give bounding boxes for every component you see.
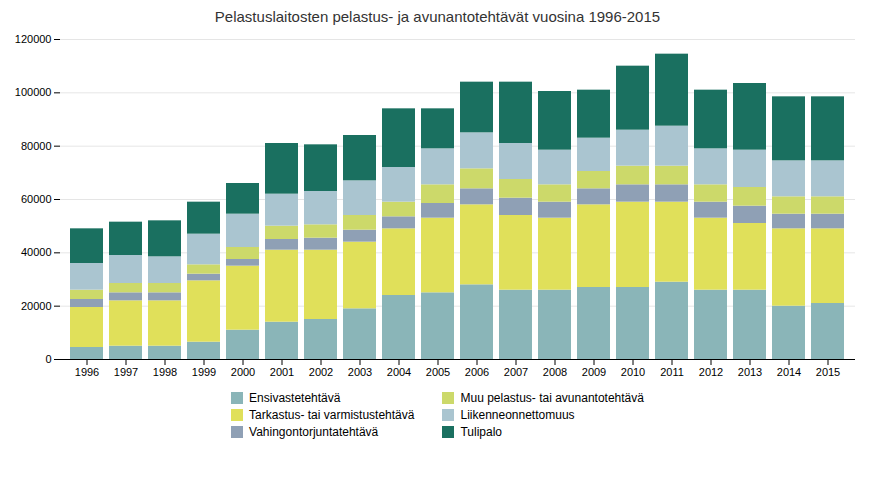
svg-text:120000: 120000 [15, 33, 52, 45]
svg-text:100000: 100000 [15, 86, 52, 98]
svg-text:2000: 2000 [231, 366, 255, 378]
svg-text:60000: 60000 [21, 193, 52, 205]
svg-text:2010: 2010 [621, 366, 645, 378]
svg-text:2003: 2003 [348, 366, 372, 378]
svg-text:2001: 2001 [270, 366, 294, 378]
svg-text:1996: 1996 [75, 366, 99, 378]
svg-text:2014: 2014 [777, 366, 801, 378]
svg-text:20000: 20000 [21, 300, 52, 312]
svg-text:0: 0 [45, 353, 51, 365]
svg-text:80000: 80000 [21, 140, 52, 152]
svg-text:2015: 2015 [816, 366, 840, 378]
html-text:Ensivastetehtävä: Ensivastetehtävä [249, 391, 341, 405]
html-text:Pelastuslaitosten pelastus- ja: Pelastuslaitosten pelastus- ja avunantot… [214, 8, 661, 25]
svg-text:40000: 40000 [21, 246, 52, 258]
svg-text:2002: 2002 [309, 366, 333, 378]
svg-text:2011: 2011 [660, 366, 684, 378]
html-text:Muu pelastus- tai avunantoteht: Muu pelastus- tai avunantotehtävä [460, 391, 644, 405]
svg-text:2007: 2007 [504, 366, 528, 378]
svg-text:2012: 2012 [699, 366, 723, 378]
html-text:Vahingontorjuntatehtävä: Vahingontorjuntatehtävä [249, 425, 379, 439]
svg-text:1999: 1999 [192, 366, 216, 378]
svg-text:2004: 2004 [387, 366, 411, 378]
svg-text:2005: 2005 [426, 366, 450, 378]
svg-text:1997: 1997 [114, 366, 138, 378]
html-text:Tarkastus- tai varmistustehtäv: Tarkastus- tai varmistustehtävä [249, 408, 415, 422]
svg-text:2013: 2013 [738, 366, 762, 378]
svg-text:1998: 1998 [153, 366, 177, 378]
html-text:Liikenneonnettomuus: Liikenneonnettomuus [460, 408, 575, 422]
svg-text:2008: 2008 [543, 366, 567, 378]
svg-text:2006: 2006 [465, 366, 489, 378]
svg-text:2009: 2009 [582, 366, 606, 378]
html-text:Tulipalo: Tulipalo [460, 425, 502, 439]
